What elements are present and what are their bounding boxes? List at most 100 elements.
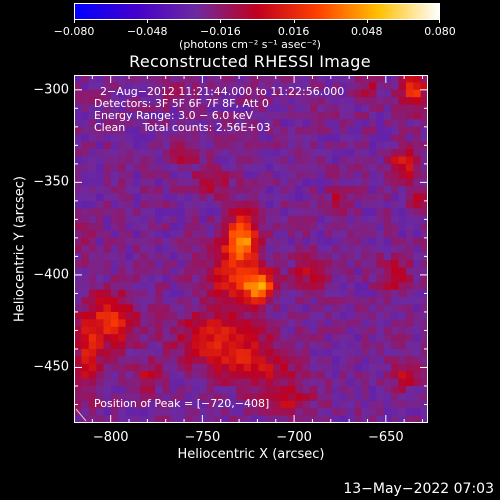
heatmap-cell xyxy=(228,326,237,335)
heatmap-cell xyxy=(361,252,370,261)
heatmap-cell xyxy=(147,385,156,394)
heatmap-cell xyxy=(413,289,422,298)
heatmap-cell xyxy=(243,141,252,150)
heatmap-cell xyxy=(96,149,105,158)
heatmap-cell xyxy=(110,311,119,320)
heatmap-cell xyxy=(369,141,377,150)
heatmap-cell xyxy=(369,230,377,239)
heatmap-cell xyxy=(228,260,237,269)
heatmap-cell xyxy=(147,104,156,113)
heatmap-cell xyxy=(169,274,178,283)
heatmap-cell xyxy=(317,304,326,313)
heatmap-cell xyxy=(258,89,267,98)
heatmap-cell xyxy=(221,215,230,224)
heatmap-cell xyxy=(302,385,311,394)
heatmap-cell xyxy=(214,378,223,387)
heatmap-cell xyxy=(103,134,112,143)
heatmap-cell xyxy=(236,385,245,394)
x-tick-label: −650 xyxy=(367,430,404,445)
heatmap-cell xyxy=(96,82,105,91)
heatmap-cell xyxy=(118,156,127,165)
heatmap-cell xyxy=(162,141,171,150)
heatmap-cell xyxy=(118,141,127,150)
heatmap-cell xyxy=(280,200,289,209)
heatmap-cell xyxy=(88,134,97,143)
heatmap-cell xyxy=(332,267,341,276)
heatmap-cell xyxy=(221,371,230,380)
heatmap-cell xyxy=(125,208,134,217)
heatmap-cell xyxy=(206,260,215,269)
heatmap-cell xyxy=(251,297,259,306)
heatmap-cell xyxy=(103,215,112,224)
heatmap-cell xyxy=(391,304,400,313)
heatmap-cell xyxy=(133,97,141,106)
heatmap-cell xyxy=(162,200,171,209)
heatmap-cell xyxy=(420,267,428,276)
heatmap-cell xyxy=(265,274,274,283)
heatmap-cell xyxy=(184,260,193,269)
heatmap-cell xyxy=(214,408,223,417)
heatmap-cell xyxy=(317,223,326,232)
heatmap-cell xyxy=(192,282,200,291)
heatmap-cell xyxy=(302,178,311,187)
heatmap-cell xyxy=(346,163,355,172)
heatmap-cell xyxy=(81,267,90,276)
heatmap-cell xyxy=(280,415,289,423)
heatmap-cell xyxy=(346,363,355,372)
heatmap-cell xyxy=(317,289,326,298)
heatmap-cell xyxy=(346,267,355,276)
heatmap-cell xyxy=(287,356,296,365)
heatmap-cell xyxy=(420,393,428,402)
heatmap-cell xyxy=(310,334,318,343)
heatmap-cell xyxy=(310,149,318,158)
heatmap-cell xyxy=(221,208,230,217)
heatmap-cell xyxy=(265,75,274,83)
heatmap-cell xyxy=(177,334,186,343)
heatmap-cell xyxy=(192,141,200,150)
heatmap-cell xyxy=(155,75,164,83)
heatmap-cell xyxy=(228,156,237,165)
heatmap-cell xyxy=(317,341,326,350)
heatmap-cell xyxy=(251,208,259,217)
heatmap-cell xyxy=(383,385,392,394)
heatmap-cell xyxy=(140,89,149,98)
heatmap-cell xyxy=(125,408,134,417)
heatmap-cell xyxy=(383,82,392,91)
heatmap-cell xyxy=(280,237,289,246)
heatmap-cell xyxy=(74,393,82,402)
heatmap-cell xyxy=(346,289,355,298)
heatmap-cell xyxy=(206,112,215,121)
heatmap-cell xyxy=(324,178,333,187)
heatmap-cell xyxy=(376,171,385,180)
heatmap-cell xyxy=(369,304,377,313)
heatmap-cell xyxy=(192,75,200,83)
heatmap-cell xyxy=(295,348,304,357)
heatmap-cell xyxy=(243,304,252,313)
heatmap-cell xyxy=(413,319,422,328)
heatmap-cell xyxy=(184,274,193,283)
heatmap-cell xyxy=(346,134,355,143)
heatmap-cell xyxy=(302,408,311,417)
footer-timestamp: 13−May−2022 07:03 xyxy=(343,481,494,497)
heatmap-cell xyxy=(258,371,267,380)
heatmap-cell xyxy=(162,104,171,113)
heatmap-cell xyxy=(273,223,282,232)
heatmap-cell xyxy=(162,149,171,158)
heatmap-cell xyxy=(302,119,311,128)
heatmap-cell xyxy=(155,252,164,261)
heatmap-cell xyxy=(133,274,141,283)
heatmap-cell xyxy=(236,89,245,98)
heatmap-cell xyxy=(391,274,400,283)
heatmap-cell xyxy=(369,363,377,372)
heatmap-cell xyxy=(354,311,363,320)
heatmap-cell xyxy=(332,112,341,121)
heatmap-cell xyxy=(258,245,267,254)
heatmap-cell xyxy=(391,415,400,423)
heatmap-cell xyxy=(214,163,223,172)
heatmap-cell xyxy=(295,400,304,409)
heatmap-cell xyxy=(413,171,422,180)
heatmap-cell xyxy=(280,311,289,320)
heatmap-cell xyxy=(206,252,215,261)
heatmap-cell xyxy=(398,134,407,143)
heatmap-cell xyxy=(361,149,370,158)
